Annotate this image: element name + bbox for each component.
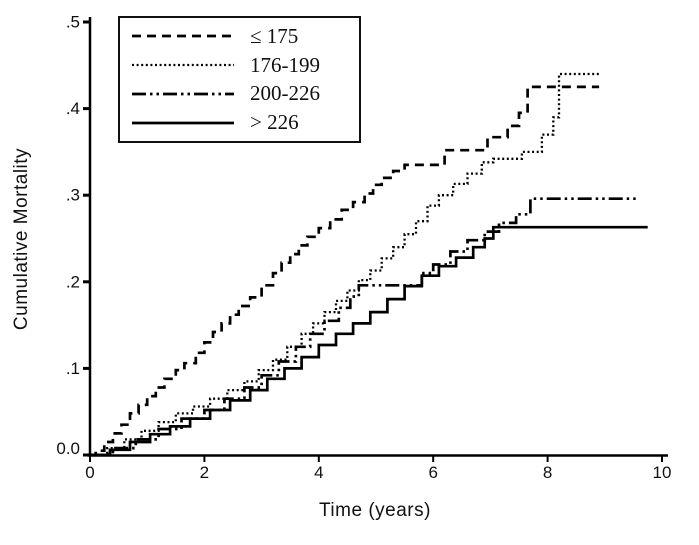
- legend-item-176-199: 176-199: [130, 52, 359, 78]
- legend-label: > 226: [250, 110, 299, 135]
- solid-line-sample-icon: [132, 121, 234, 124]
- x-tick-label: 2: [200, 463, 209, 482]
- legend-item-200-226: 200-226: [130, 81, 359, 107]
- legend-label: ≤ 175: [250, 23, 299, 48]
- dash-dot-dot-line-sample-icon: [132, 92, 234, 96]
- dotted-line-sample-icon: [132, 63, 234, 67]
- series-curve-200-226: [90, 197, 637, 457]
- x-tick-label: 10: [653, 463, 672, 482]
- y-tick-label: .2: [66, 272, 80, 291]
- legend-label: 176-199: [250, 52, 320, 77]
- legend-label: 200-226: [250, 81, 320, 106]
- legend-item-le-175: ≤ 175: [130, 23, 359, 49]
- x-tick-label: 0: [85, 463, 94, 482]
- x-tick-label: 4: [314, 463, 323, 482]
- x-tick-label: 8: [543, 463, 552, 482]
- y-tick-label: 0.0: [56, 439, 80, 458]
- y-axis-title: Cumulative Mortality: [11, 147, 32, 331]
- y-tick-label: .3: [66, 186, 80, 205]
- series-curve-176-199: [90, 72, 600, 457]
- y-tick-label: .4: [66, 99, 80, 118]
- series-curve-le-175: [90, 85, 600, 457]
- dashed-line-sample-icon: [132, 35, 234, 38]
- x-tick-label: 6: [428, 463, 437, 482]
- series-curve-gt-226: [90, 225, 648, 457]
- legend: ≤ 175 176-199 200-226 > 226: [118, 16, 361, 143]
- y-tick-label: .1: [66, 359, 80, 378]
- legend-item-gt-226: > 226: [130, 110, 359, 136]
- x-axis-title: Time (years): [319, 500, 431, 521]
- y-tick-label: .5: [66, 13, 80, 32]
